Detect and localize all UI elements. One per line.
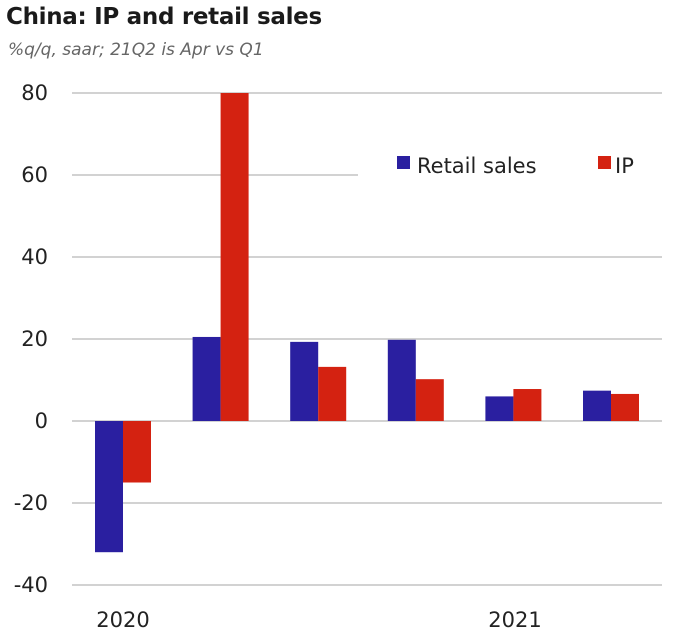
bar-retail-sales-20Q4: [387, 339, 416, 421]
y-tick-label: -40: [14, 573, 48, 597]
legend-swatch: [397, 156, 410, 169]
bars: [95, 93, 639, 553]
bar-ip-20Q1: [123, 421, 151, 483]
bar-ip-20Q3: [318, 366, 347, 421]
bar-ip-21Q2: [611, 393, 639, 421]
y-tick-label: 60: [21, 163, 48, 187]
bar-ip-20Q2: [220, 93, 249, 421]
bar-retail-sales-20Q2: [192, 336, 221, 421]
y-tick-label: 0: [35, 409, 48, 433]
bar-retail-sales-20Q3: [290, 341, 319, 421]
chart-title: China: IP and retail sales: [6, 4, 322, 30]
legend-label: Retail sales: [417, 154, 537, 178]
gridlines: [72, 92, 662, 586]
legend: Retail sales IP: [397, 154, 634, 178]
y-axis-ticks: 80 60 40 20 0 -20 -40: [14, 81, 48, 597]
legend-swatch: [598, 156, 611, 169]
legend-label: IP: [615, 154, 634, 178]
x-axis-labels: 2020 2021: [96, 608, 541, 632]
y-tick-label: 20: [21, 327, 48, 351]
bar-retail-sales-21Q1: [485, 396, 514, 421]
y-tick-label: 80: [21, 81, 48, 105]
bar-retail-sales-21Q2: [583, 390, 611, 421]
bar-retail-sales-20Q1: [95, 421, 123, 553]
y-tick-label: -20: [14, 491, 48, 515]
bar-ip-21Q1: [513, 389, 542, 421]
x-period-label: 2021: [488, 608, 541, 632]
chart-subtitle: %q/q, saar; 21Q2 is Apr vs Q1: [8, 40, 264, 60]
bar-ip-20Q4: [415, 379, 444, 421]
y-tick-label: 40: [21, 245, 48, 269]
x-period-label: 2020: [96, 608, 149, 632]
